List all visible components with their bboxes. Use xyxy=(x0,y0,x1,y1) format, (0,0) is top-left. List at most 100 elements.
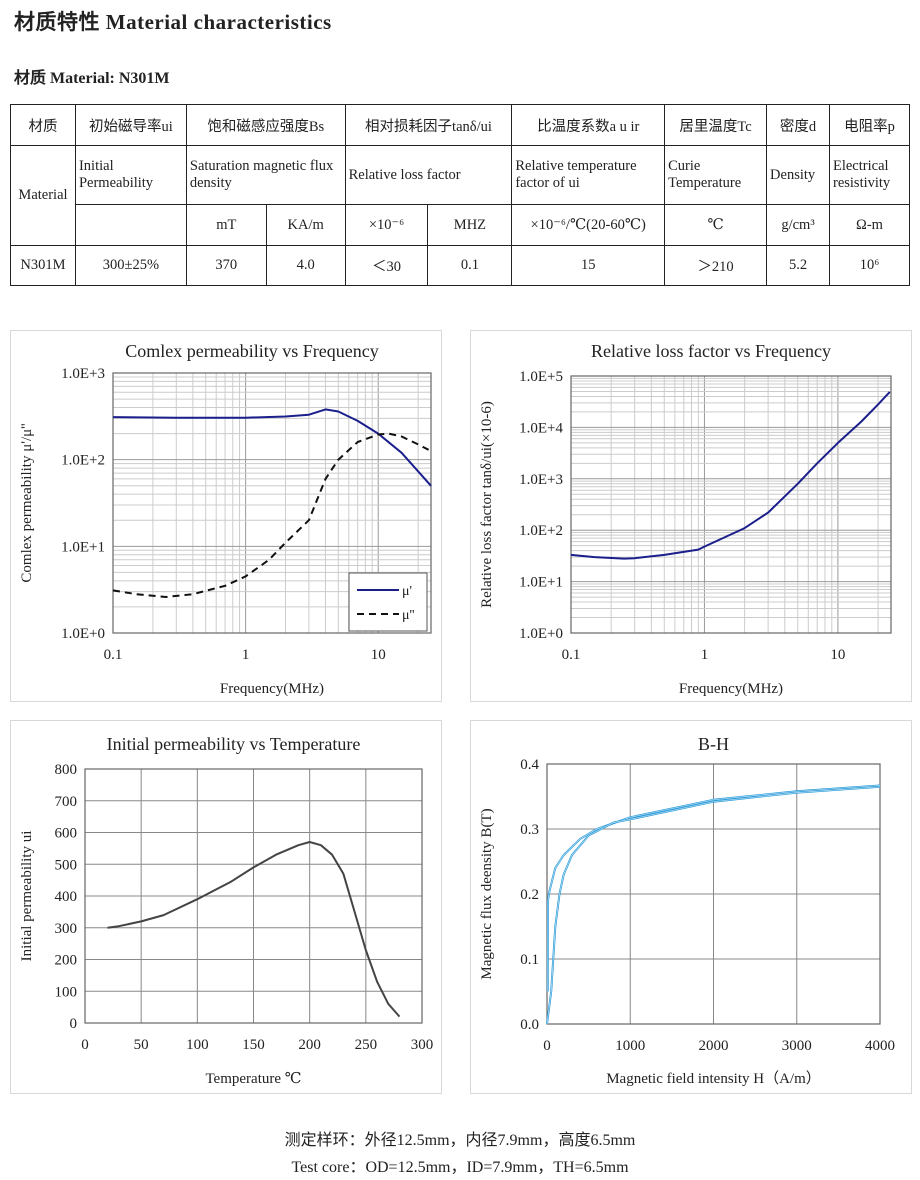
y-axis-label: Initial permeability ui xyxy=(19,831,35,962)
x-axis-label: Frequency(MHz) xyxy=(220,681,324,697)
y-tick-label: 1.0E+0 xyxy=(519,626,563,642)
y-tick-label: 1.0E+0 xyxy=(61,626,105,642)
chart-title: B-H xyxy=(698,734,729,754)
material-spec-table: 材质 初始磁导率ui 饱和磁感应强度Bs 相对损耗因子tanδ/ui 比温度系数… xyxy=(10,104,911,286)
y-tick-label: 200 xyxy=(55,953,78,969)
x-tick-label: 50 xyxy=(134,1037,149,1053)
value-cell: 370 xyxy=(185,245,267,286)
series-line-1 xyxy=(107,841,401,1018)
material-subtitle: 材质 Material: N301M xyxy=(14,70,170,87)
series-line-1 xyxy=(112,408,432,487)
chart-panel-temperature: 0 50 100 150 200 250 300 0 100 200 300 400 500 600 700… xyxy=(10,720,442,1094)
x-tick-label: 2000 xyxy=(699,1038,729,1054)
x-tick-label: 0.1 xyxy=(104,647,123,663)
x-tick-label: 300 xyxy=(411,1037,434,1053)
unit-cell: MHZ xyxy=(427,204,513,246)
units-row: mT KA/m ×10⁻⁶ MHZ ×10⁻⁶/℃(20-60℃) ℃ g/cm… xyxy=(11,204,911,246)
x-axis-label: Magnetic field intensity H（A/m） xyxy=(606,1070,821,1087)
value-cell: 10⁶ xyxy=(828,245,911,286)
y-axis-label: Relative loss factor tanδ/ui(×10-6) xyxy=(479,401,495,608)
header-cell: 材质 xyxy=(10,104,76,146)
y-tick-label: 0.4 xyxy=(520,757,539,773)
chart-title: Comlex permeability vs Frequency xyxy=(125,341,378,361)
x-tick-label: 1 xyxy=(242,647,250,663)
value-cell: 4.0 xyxy=(265,245,346,286)
value-cell: ＞210 xyxy=(664,245,768,286)
unit-cell: g/cm³ xyxy=(766,204,830,246)
x-tick-label: 0.1 xyxy=(562,647,581,663)
header-cell: 密度d xyxy=(766,104,830,146)
header-cell: Density xyxy=(766,145,830,205)
chart-panel-loss-factor: 0.1 1 10 1.0E+0 1.0E+1 1.0E+2 1.0E+3 1.0E+4 1.0E… xyxy=(470,330,912,702)
x-tick-label: 10 xyxy=(830,647,845,663)
header-cell: Initial Permeability xyxy=(74,145,187,205)
y-tick-label: 500 xyxy=(55,857,78,873)
unit-cell: mT xyxy=(185,204,267,246)
permeability-temperature-chart: 0 50 100 150 200 250 300 0 100 200 300 400 500 600 700… xyxy=(19,734,434,1087)
x-tick-label: 200 xyxy=(298,1037,321,1053)
y-tick-label: 0.0 xyxy=(520,1017,539,1033)
value-cell: 15 xyxy=(511,245,666,286)
y-tick-label: 1.0E+3 xyxy=(61,366,105,382)
test-core-en: Test core：OD=12.5mm，ID=7.9mm，TH=6.5mm xyxy=(291,1159,629,1176)
legend-box xyxy=(348,572,428,632)
x-tick-label: 4000 xyxy=(865,1038,895,1054)
x-axis-label: Frequency(MHz) xyxy=(679,681,783,697)
y-tick-label: 1.0E+1 xyxy=(519,575,563,591)
test-core-cn: 测定样环：外径12.5mm，内径7.9mm，高度6.5mm xyxy=(284,1132,636,1149)
header-cell: Saturation magnetic flux density xyxy=(185,145,346,205)
page-title: 材质特性 Material characteristics xyxy=(14,10,332,34)
y-tick-label: 600 xyxy=(55,826,78,842)
header-row-en: Material Initial Permeability Saturation… xyxy=(10,145,911,246)
chart-panel-complex-permeability: 0.1 1 10 1.0E+0 1.0E+1 1.0E+2 1.0E+3 Comlex per… xyxy=(10,330,442,702)
x-tick-label: 250 xyxy=(355,1037,378,1053)
plot-area-frame xyxy=(570,375,892,634)
bh-curve-chart: 0 1000 2000 3000 4000 0.0 0.1 0.2 0.3 0.4 B-H Magne… xyxy=(479,734,895,1087)
x-tick-label: 0 xyxy=(543,1038,551,1054)
x-tick-label: 10 xyxy=(371,647,386,663)
x-tick-label: 3000 xyxy=(782,1038,812,1054)
y-tick-label: 1.0E+1 xyxy=(61,539,105,555)
chart-title: Relative loss factor vs Frequency xyxy=(591,341,831,361)
value-cell: ＜30 xyxy=(344,245,429,286)
x-tick-label: 100 xyxy=(186,1037,209,1053)
series-line-1 xyxy=(570,391,891,560)
unit-cell: ×10⁻⁶/℃(20-60℃) xyxy=(511,204,666,246)
data-row: N301M 300±25% 370 4.0 ＜30 0.1 15 ＞210 5.… xyxy=(10,245,911,286)
header-cell: Relative temperature factor of ui xyxy=(511,145,666,205)
y-tick-label: 700 xyxy=(55,794,78,810)
y-tick-label: 0.1 xyxy=(520,952,539,968)
unit-cell: ℃ xyxy=(664,204,768,246)
y-tick-label: 1.0E+5 xyxy=(519,369,563,385)
plot-area-frame xyxy=(84,768,423,1024)
x-axis-label: Temperature ℃ xyxy=(205,1071,301,1087)
x-tick-label: 0 xyxy=(81,1037,89,1053)
header-cell: 电阻率p xyxy=(828,104,911,146)
header-cell: 饱和磁感应强度Bs xyxy=(185,104,346,146)
chart-panel-bh: 0 1000 2000 3000 4000 0.0 0.1 0.2 0.3 0.4 B-H Magne… xyxy=(470,720,912,1094)
y-axis-label: Magnetic flux deensity B(T) xyxy=(479,808,495,979)
series-line-highlight xyxy=(547,785,881,992)
legend-label: μ' xyxy=(402,584,412,599)
chart-title: Initial permeability vs Temperature xyxy=(107,734,361,754)
unit-cell: ×10⁻⁶ xyxy=(344,204,429,246)
header-cell: 相对损耗因子tanδ/ui xyxy=(344,104,513,146)
header-cell: Relative loss factor xyxy=(344,145,513,205)
y-tick-label: 0.2 xyxy=(520,887,539,903)
y-tick-label: 100 xyxy=(55,984,78,1000)
complex-permeability-chart: 0.1 1 10 1.0E+0 1.0E+1 1.0E+2 1.0E+3 Comlex per… xyxy=(19,341,432,697)
y-tick-label: 1.0E+4 xyxy=(519,420,563,436)
y-tick-label: 1.0E+2 xyxy=(61,453,105,469)
value-cell: 300±25% xyxy=(74,245,187,286)
x-tick-label: 1 xyxy=(701,647,709,663)
y-axis-label: Comlex permeability μ'/μ'' xyxy=(19,423,35,582)
y-tick-label: 800 xyxy=(55,762,78,778)
header-cell: 比温度系数a u ir xyxy=(511,104,666,146)
value-cell: 0.1 xyxy=(427,245,513,286)
plot-area-frame xyxy=(546,763,881,1025)
y-tick-label: 0.3 xyxy=(520,822,539,838)
loss-factor-chart: 0.1 1 10 1.0E+0 1.0E+1 1.0E+2 1.0E+3 1.0E+4 1.0E… xyxy=(479,341,892,697)
unit-cell: KA/m xyxy=(265,204,346,246)
header-row-cn: 材质 初始磁导率ui 饱和磁感应强度Bs 相对损耗因子tanδ/ui 比温度系数… xyxy=(10,104,911,146)
header-cell: Material xyxy=(10,145,76,246)
